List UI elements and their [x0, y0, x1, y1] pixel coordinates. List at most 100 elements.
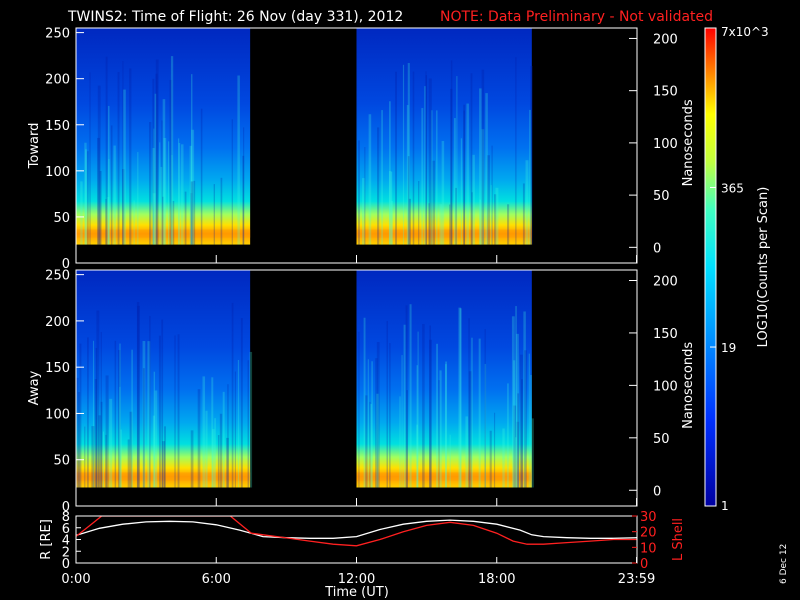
spectrogram-streak: [242, 155, 245, 245]
spectrogram-streak: [240, 318, 243, 488]
spectrogram-streak: [381, 110, 383, 245]
peak-band: [356, 229, 532, 238]
spectrogram-streak: [152, 193, 156, 245]
spectrogram-streak: [121, 169, 125, 245]
spectrogram-streak: [152, 415, 156, 488]
spectrogram-streak: [406, 390, 408, 488]
spectrogram-streak: [234, 371, 236, 488]
colorbar-tick-label: 365: [721, 181, 744, 195]
spectrogram-streak: [403, 324, 406, 488]
spectrogram-streak: [371, 361, 373, 488]
spectrogram-streak: [511, 316, 515, 488]
panel-away: 0 50 100 150 200 250 0 50 100 150 200 Away Nanosecon…: [27, 269, 696, 515]
spectrogram-streak: [449, 204, 451, 245]
spectrogram-streak: [386, 320, 388, 488]
spectrogram-streak: [422, 323, 425, 488]
spectrogram-streak: [416, 424, 418, 488]
y2-tick-label: 200: [653, 32, 678, 47]
spectrogram-streak: [137, 305, 140, 488]
spectrogram-streak: [92, 340, 95, 488]
spectrogram-streak: [417, 331, 419, 488]
spectrogram-streak: [463, 104, 466, 245]
spectrogram-streak: [408, 198, 411, 245]
y2-tick-label: 10: [640, 541, 657, 556]
spectrogram-streak: [247, 360, 250, 488]
spectrogram-streak: [358, 140, 360, 245]
spectrogram-streak: [436, 343, 438, 488]
spectrogram-streak: [522, 183, 525, 245]
y-tick-label: 100: [45, 165, 70, 180]
spectrogram-streak: [528, 353, 530, 488]
y2-tick-label: 50: [653, 189, 670, 204]
colorbar-tick-label: 19: [721, 341, 736, 355]
spectrogram-streak: [449, 434, 451, 488]
spectrogram-streak: [358, 331, 360, 488]
spectrogram-streak: [133, 200, 135, 245]
y2-tick-label: 20: [640, 526, 657, 541]
spectrogram-streak: [481, 129, 485, 245]
spectrogram-streak: [416, 365, 418, 488]
spectrogram-streak: [515, 57, 517, 245]
spectrogram-streak: [105, 198, 107, 245]
spectrogram-streak: [149, 122, 152, 245]
spectrogram-streak: [100, 401, 103, 488]
spectrogram-streak: [137, 152, 139, 245]
spectrogram-streak: [455, 187, 457, 245]
spectrogram-streak: [123, 89, 126, 245]
spectrogram-streak: [368, 114, 372, 245]
spectrogram-streak: [479, 88, 482, 245]
spectrogram-streak: [470, 73, 473, 245]
spectrogram-streak: [471, 337, 473, 488]
spectrogram-streak: [249, 351, 253, 488]
spectrogram-streak: [169, 79, 173, 245]
spectrogram-streak: [388, 171, 392, 245]
spectrogram-streak: [439, 204, 443, 245]
spectrogram-streak: [519, 354, 523, 488]
spectrogram-streak: [369, 401, 371, 488]
spectrogram-streak: [172, 200, 175, 245]
spectrogram-streak: [190, 430, 194, 488]
spectrogram-streak: [212, 429, 215, 488]
spectrogram-streak: [231, 302, 234, 488]
x-tick-label: 18:00: [478, 572, 515, 587]
spectrogram-streak: [152, 147, 155, 245]
spectrogram-streak: [495, 187, 499, 245]
y2-tick-label: 30: [640, 510, 657, 525]
spectrogram-streak: [468, 318, 470, 488]
spectrogram-streak: [513, 405, 517, 488]
spectrogram-streak: [525, 160, 529, 245]
spectrogram-streak: [159, 142, 161, 245]
spectrogram-streak: [450, 88, 453, 245]
spectrogram-streak: [531, 418, 534, 488]
spectrogram-streak: [220, 177, 223, 245]
spectrogram-streak: [120, 429, 122, 488]
y-tick-label: 4: [62, 534, 70, 549]
spectrogram-streak: [367, 359, 369, 488]
spectrogram-streak: [162, 441, 166, 488]
spectrogram-streak: [395, 71, 397, 245]
spectrogram-streak: [193, 180, 196, 245]
y-tick-label: 50: [53, 454, 70, 469]
spectrogram-streak: [425, 75, 428, 245]
spectrogram-streak: [94, 379, 97, 488]
spectrogram-streak: [370, 403, 372, 488]
y-tick-label: 0: [62, 500, 70, 515]
spectrogram-streak: [377, 127, 380, 245]
y-axis-label: Away: [27, 370, 42, 405]
spectrogram-streak: [108, 158, 110, 245]
spectrogram-streak: [202, 376, 206, 488]
spectrogram-streak: [136, 302, 140, 488]
spectrogram-streak: [114, 340, 117, 488]
spectrogram-streak: [154, 93, 157, 245]
spectrogram-streak: [484, 363, 487, 488]
spectrogram-streak: [362, 178, 365, 245]
y2-tick-label: 150: [653, 85, 678, 100]
spectrogram-streak: [142, 368, 145, 488]
spectrogram-streak: [389, 343, 391, 488]
spectrogram-streak: [418, 180, 420, 245]
colorbar-tick-label: 7x10^3: [721, 25, 769, 39]
spectrogram-streak: [429, 325, 431, 488]
spectrogram-streak: [484, 329, 486, 488]
spectrogram-streak: [181, 144, 184, 245]
